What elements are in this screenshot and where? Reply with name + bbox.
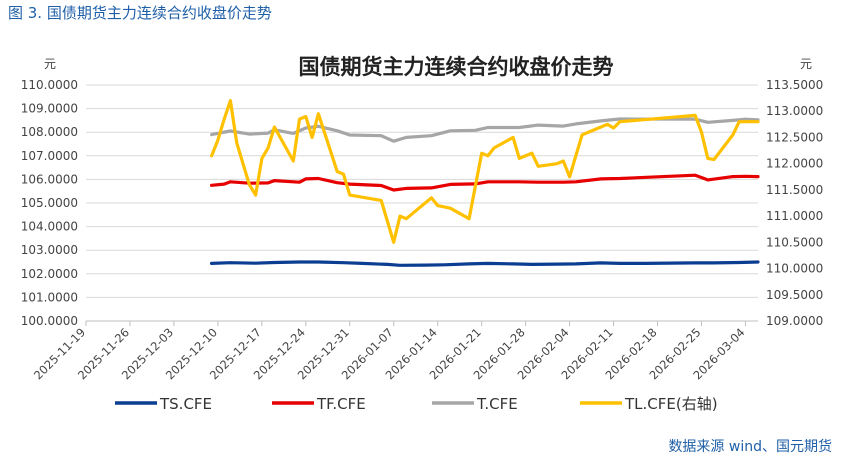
legend-label: TS.CFE: [159, 395, 212, 413]
left-axis-unit: 元: [44, 57, 56, 71]
line-chart: 国债期货主力连续合约收盘价走势 元 元 100.0000 101.0000 102.…: [21, 55, 824, 413]
series-line-1: [210, 173, 760, 192]
left-tick-label: 108.0000: [21, 125, 78, 139]
left-tick-label: 104.0000: [21, 220, 78, 234]
legend: TS.CFE TF.CFE T.CFE TL.CFE(右轴): [115, 395, 718, 413]
series-line-3: [210, 99, 760, 244]
left-tick-label: 107.0000: [21, 149, 78, 163]
left-tick-label: 103.0000: [21, 243, 78, 257]
right-tick-label: 110.5000: [766, 235, 823, 249]
right-tick-label: 112.0000: [766, 157, 823, 171]
legend-label: TF.CFE: [316, 395, 366, 413]
series-line-2: [210, 117, 760, 143]
series-lines: [210, 99, 760, 267]
left-tick-label: 110.0000: [21, 78, 78, 92]
right-tick-label: 111.0000: [766, 209, 823, 223]
left-tick-label: 101.0000: [21, 290, 78, 304]
left-tick-label: 105.0000: [21, 196, 78, 210]
right-tick-label: 113.0000: [766, 104, 823, 118]
axes: 100.0000 101.0000 102.0000 103.0000 104.0000…: [21, 78, 824, 382]
left-tick-label: 100.0000: [21, 314, 78, 328]
right-tick-label: 112.5000: [766, 130, 823, 144]
left-tick-label: 102.0000: [21, 267, 78, 281]
right-axis-unit: 元: [800, 57, 812, 71]
right-tick-label: 109.0000: [766, 314, 823, 328]
right-tick-label: 109.5000: [766, 288, 823, 302]
left-tick-label: 106.0000: [21, 172, 78, 186]
legend-label: TL.CFE(右轴): [624, 395, 718, 413]
right-tick-label: 111.5000: [766, 183, 823, 197]
right-tick-label: 113.5000: [766, 78, 823, 92]
figure-caption: 图 3. 国债期货主力连续合约收盘价走势: [8, 4, 272, 22]
left-tick-label: 109.0000: [21, 102, 78, 116]
chart-title: 国债期货主力连续合约收盘价走势: [299, 55, 614, 79]
source-note: 数据来源 wind、国元期货: [668, 439, 832, 455]
right-tick-label: 110.0000: [766, 262, 823, 276]
legend-label: T.CFE: [476, 395, 518, 413]
series-line-0: [210, 260, 760, 267]
